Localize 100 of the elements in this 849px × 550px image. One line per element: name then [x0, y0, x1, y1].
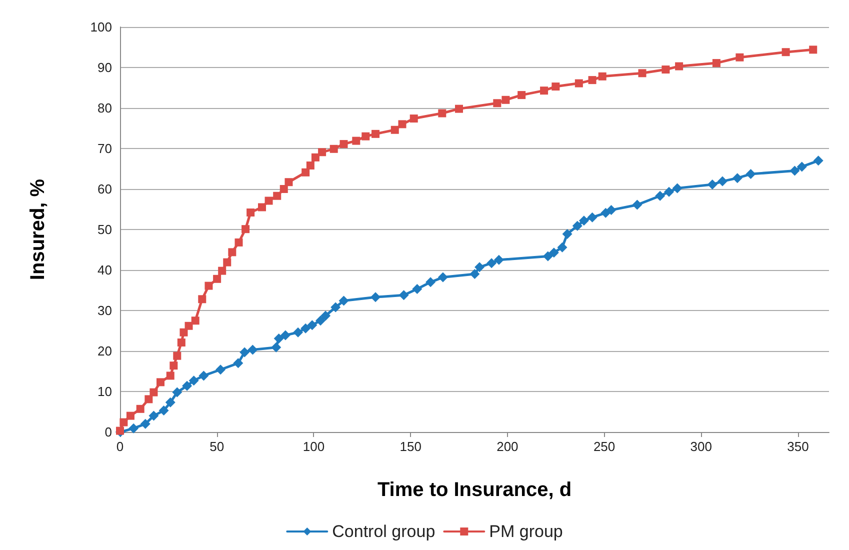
point — [166, 372, 174, 380]
legend-label: PM group — [489, 522, 563, 541]
point — [128, 423, 139, 434]
point — [502, 96, 510, 104]
point — [410, 114, 418, 123]
x-tick-label: 50 — [210, 439, 224, 454]
point — [156, 378, 164, 386]
point — [470, 269, 480, 280]
point — [588, 76, 596, 84]
point — [258, 203, 266, 212]
point — [274, 333, 284, 344]
point — [352, 136, 360, 145]
y-tick-label: 50 — [98, 222, 112, 237]
y-tick-label: 70 — [98, 141, 112, 156]
point — [300, 323, 311, 334]
point — [271, 342, 282, 352]
point — [184, 322, 193, 330]
point — [398, 120, 406, 128]
point — [180, 328, 188, 336]
point — [474, 262, 485, 272]
point — [126, 412, 134, 420]
y-tick-label: 40 — [98, 262, 112, 278]
point — [315, 316, 326, 326]
point — [655, 190, 666, 201]
point — [398, 290, 409, 300]
x-tick-label: 0 — [116, 439, 124, 454]
x-tick-label: 300 — [690, 439, 712, 454]
point — [307, 320, 318, 330]
x-tick-label: 100 — [302, 439, 325, 454]
point — [557, 242, 568, 252]
point — [552, 82, 560, 91]
x-tick-label: 250 — [593, 439, 616, 454]
y-tick-label: 80 — [98, 100, 112, 116]
point — [796, 162, 807, 172]
point — [302, 168, 310, 176]
point — [548, 248, 559, 258]
point — [173, 352, 182, 360]
point — [240, 347, 250, 358]
point — [233, 358, 244, 368]
y-tick-label: 30 — [98, 303, 112, 318]
point — [340, 140, 348, 148]
point — [320, 310, 331, 321]
y-tick-label: 100 — [90, 20, 112, 34]
x-tick-label: 200 — [496, 439, 518, 454]
point — [717, 176, 728, 186]
y-tick-label: 10 — [98, 384, 112, 399]
point — [188, 376, 199, 386]
point — [638, 69, 646, 78]
point — [216, 364, 226, 375]
point — [813, 156, 824, 166]
point — [662, 66, 670, 74]
y-tick-label: 60 — [98, 182, 112, 196]
point — [574, 79, 583, 88]
point — [280, 330, 290, 340]
y-tick-label: 90 — [98, 60, 112, 75]
point — [284, 178, 293, 186]
point — [306, 162, 314, 170]
y-axis-title: Insured, % — [27, 178, 49, 280]
point — [493, 99, 502, 108]
x-axis-title: Time to Insurance, d — [377, 479, 572, 501]
point — [486, 258, 497, 268]
point — [148, 410, 159, 421]
point — [172, 387, 182, 398]
point — [572, 220, 582, 231]
point — [494, 254, 504, 265]
point — [518, 91, 526, 100]
y-tick-label: 0 — [104, 424, 112, 440]
point — [170, 362, 178, 370]
point — [412, 284, 422, 294]
point — [598, 72, 606, 80]
point — [311, 153, 320, 162]
point — [158, 406, 169, 416]
point — [213, 274, 222, 283]
point — [782, 48, 790, 56]
point — [809, 46, 818, 54]
point — [177, 338, 186, 346]
point — [664, 186, 674, 197]
point — [318, 148, 326, 156]
y-tick-label: 20 — [98, 344, 112, 358]
point — [455, 104, 464, 113]
point — [150, 388, 158, 396]
point — [228, 248, 236, 256]
point — [165, 397, 176, 408]
point — [293, 327, 304, 338]
x-tick-label: 350 — [787, 439, 809, 454]
point — [330, 144, 338, 153]
point — [736, 53, 744, 62]
point — [732, 173, 742, 184]
point — [140, 418, 150, 429]
point — [372, 130, 380, 138]
point — [144, 395, 153, 404]
legend-label: Control group — [332, 522, 436, 541]
point — [280, 185, 288, 193]
point — [248, 344, 258, 355]
point — [362, 132, 370, 140]
x-tick-label: 150 — [400, 439, 422, 454]
point — [273, 192, 282, 200]
point — [562, 228, 572, 239]
point — [182, 380, 192, 391]
point — [204, 282, 213, 290]
